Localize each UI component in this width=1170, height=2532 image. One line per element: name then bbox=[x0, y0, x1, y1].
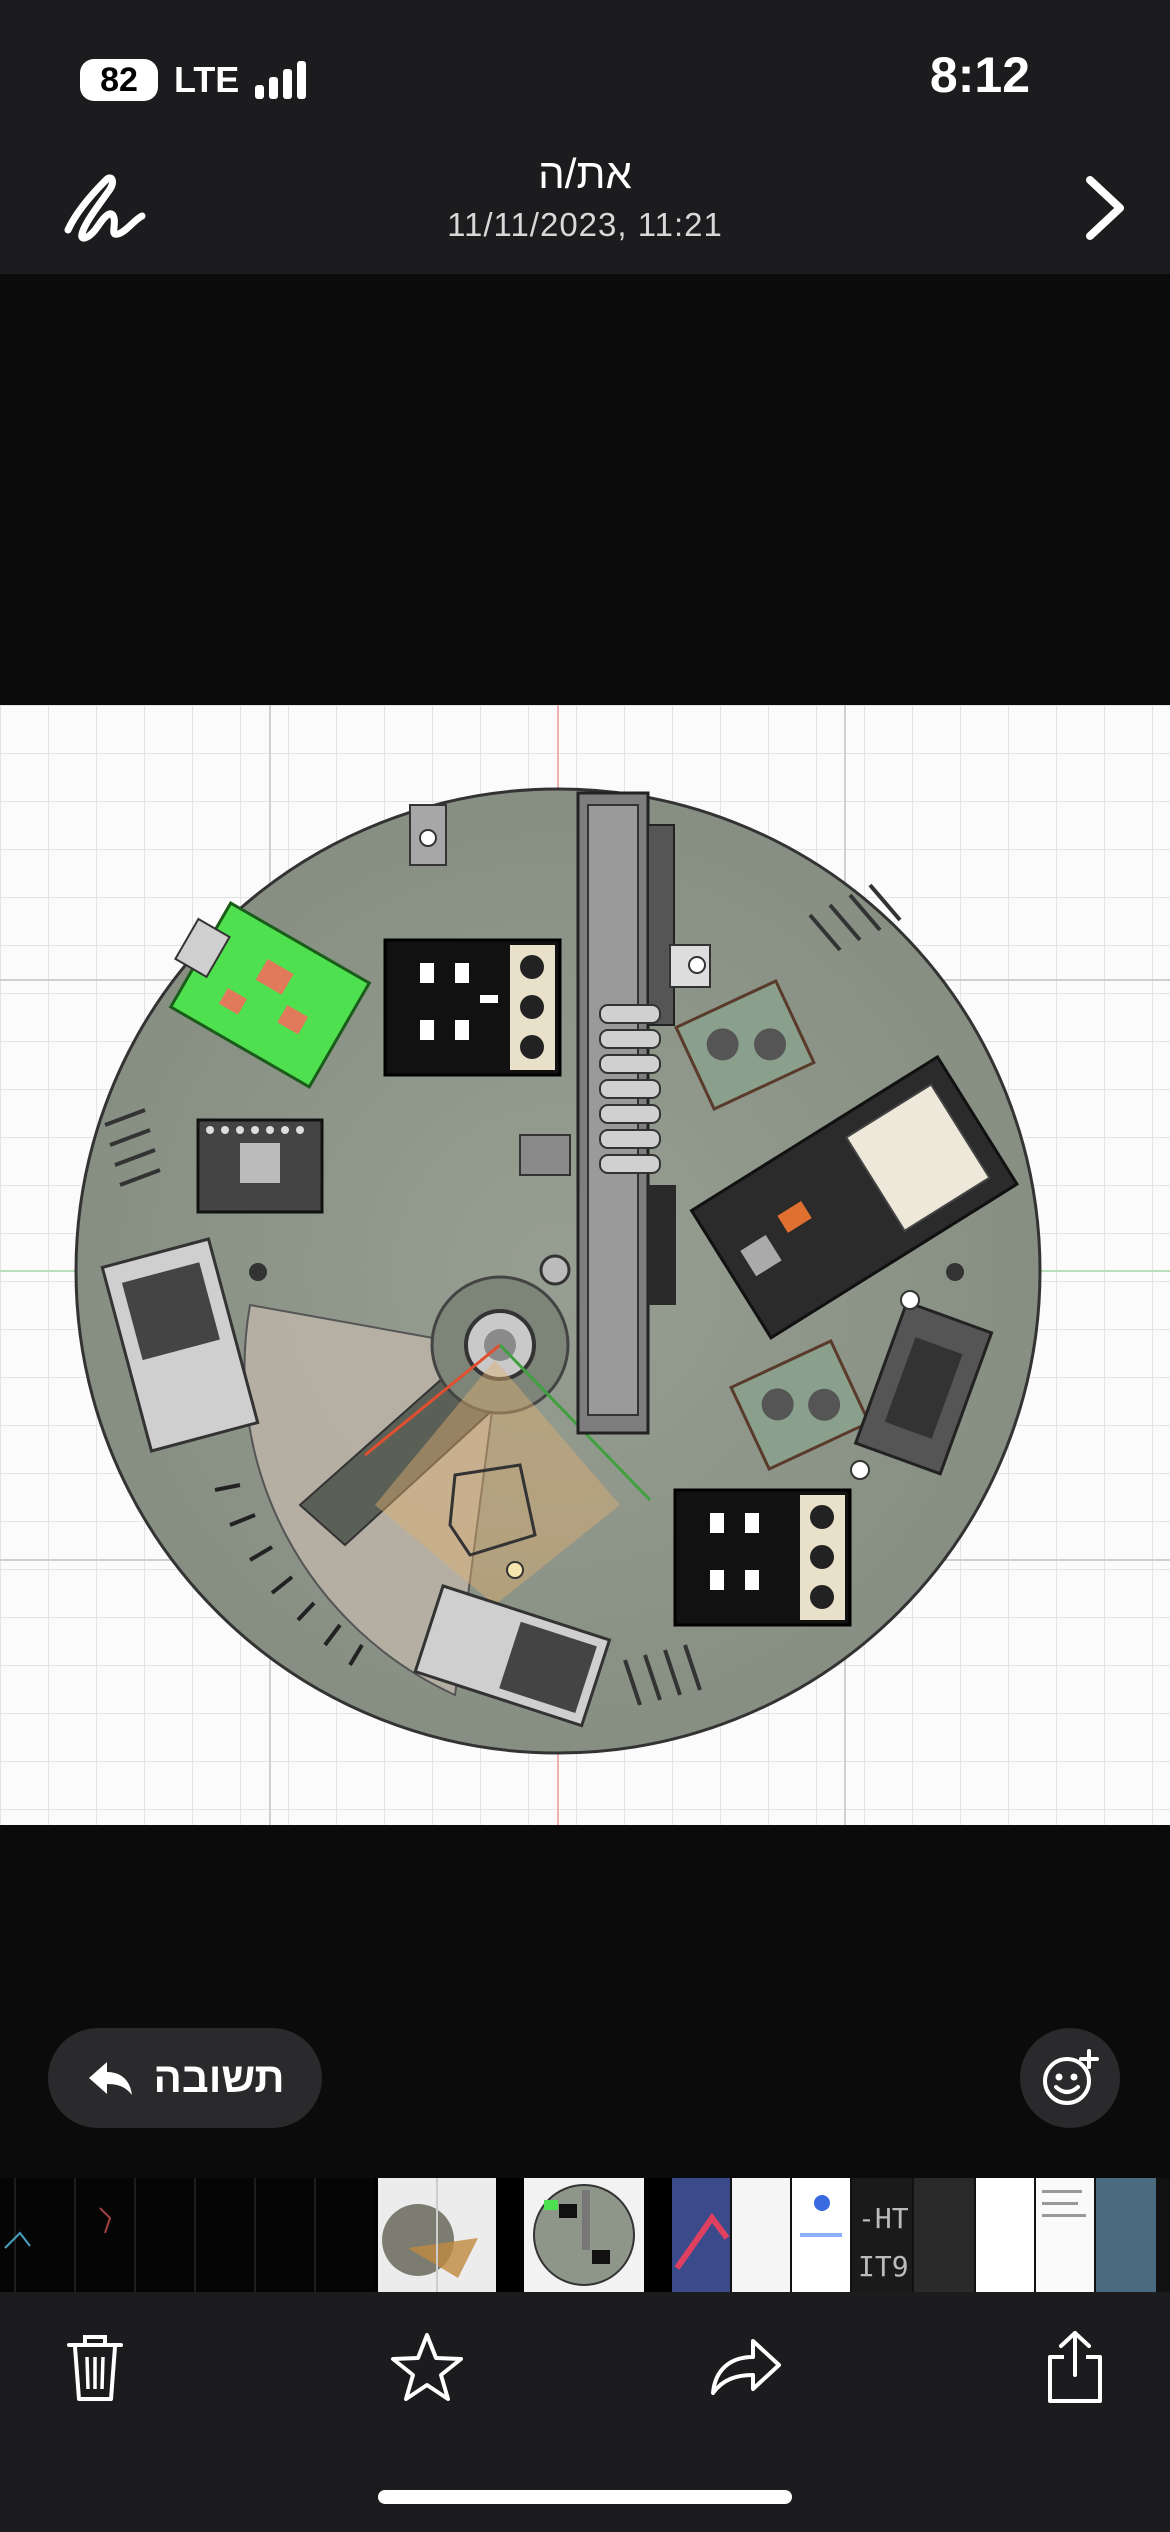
svg-text:-HT: -HT bbox=[858, 2202, 909, 2235]
forward-arrow-icon bbox=[711, 2339, 781, 2395]
reply-arrow-icon bbox=[89, 2062, 133, 2095]
network-label: LTE bbox=[174, 59, 240, 100]
photo-view[interactable] bbox=[0, 705, 1170, 1825]
status-bar-left: 82 LTE bbox=[80, 52, 307, 108]
add-reaction-icon bbox=[1043, 2049, 1099, 2105]
page-subtitle: 11/11/2023, 11:21 bbox=[447, 206, 723, 243]
svg-text:IT9: IT9 bbox=[858, 2250, 909, 2283]
reply-button[interactable]: תשובה bbox=[48, 2028, 322, 2128]
battery-indicator: 82 bbox=[80, 59, 158, 101]
thumbnail-item[interactable] bbox=[378, 2178, 496, 2292]
favorite-button[interactable] bbox=[382, 2322, 472, 2412]
thumbnail-item[interactable] bbox=[0, 2178, 375, 2292]
forward-button[interactable] bbox=[702, 2322, 792, 2412]
top-bar: 82 LTE 8:12 את/ה 11/11/2023, 11:21 bbox=[0, 0, 1170, 274]
home-indicator bbox=[378, 2490, 792, 2504]
trash-icon bbox=[67, 2335, 123, 2401]
add-reaction-button[interactable] bbox=[1020, 2028, 1120, 2128]
markup-scribble-icon[interactable] bbox=[60, 168, 150, 248]
signal-icon bbox=[255, 61, 307, 99]
delete-button[interactable] bbox=[50, 2322, 140, 2412]
thumbnail-strip[interactable]: -HT IT9 bbox=[0, 2178, 1170, 2292]
share-icon bbox=[1048, 2331, 1102, 2403]
share-button[interactable] bbox=[1030, 2322, 1120, 2412]
thumbnail-item-selected[interactable] bbox=[524, 2178, 644, 2292]
page-title: את/ה bbox=[538, 150, 632, 197]
header-title-block: את/ה 11/11/2023, 11:21 bbox=[0, 150, 1170, 244]
star-icon bbox=[391, 2333, 463, 2401]
chevron-right-icon[interactable] bbox=[1070, 170, 1140, 246]
reply-label: תשובה bbox=[153, 2054, 285, 2101]
cad-render-image bbox=[0, 705, 1170, 1825]
status-time: 8:12 bbox=[929, 47, 1030, 103]
thumbnail-item[interactable]: -HT IT9 bbox=[672, 2178, 1170, 2292]
